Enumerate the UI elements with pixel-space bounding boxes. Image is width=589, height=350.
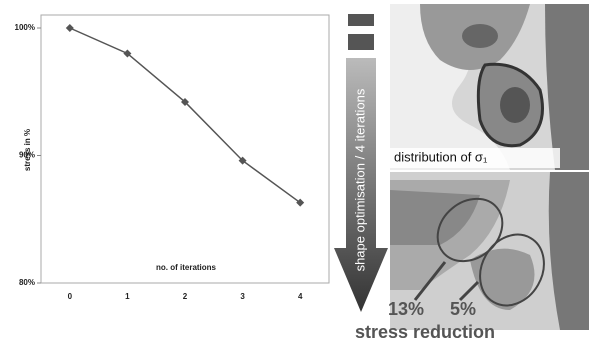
page: {"chart_data": {"type": "line", "y_label… xyxy=(0,0,589,345)
y-tick-label: 90% xyxy=(19,151,35,160)
x-tick-label: 4 xyxy=(298,292,303,301)
arrow-label: shape optimisation / 4 iterations xyxy=(352,88,367,271)
right-reduction: 5% xyxy=(450,299,476,319)
fea-top xyxy=(390,4,589,170)
x-tick-label: 1 xyxy=(125,292,130,301)
caption: stress reduction xyxy=(355,322,495,342)
y-tick-label: 100% xyxy=(15,23,35,32)
x-tick-label: 0 xyxy=(68,292,73,301)
distribution-label: distribution of σ₁ xyxy=(394,149,488,164)
plot-area xyxy=(41,15,329,283)
x-tick-label: 2 xyxy=(183,292,188,301)
x-axis-label: no. of iterations xyxy=(156,263,217,272)
y-tick-label: 80% xyxy=(19,278,35,287)
x-tick-label: 3 xyxy=(240,292,245,301)
left-reduction: 13% xyxy=(388,299,424,319)
figure: stress in % no. of iterations 80%90%100%… xyxy=(0,0,589,345)
